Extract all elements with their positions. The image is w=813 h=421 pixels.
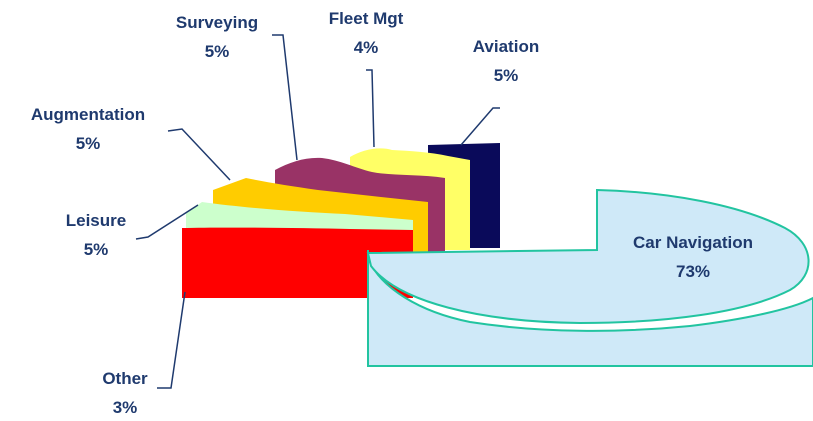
label-fleet-mgt-pct: 4% [354,38,379,57]
leader-line-augmentation [167,128,231,181]
leader-line-aviation [460,107,500,146]
label-car-navigation-pct: 73% [676,262,710,281]
slice-car-navigation-top [366,188,810,325]
label-other-name: Other [102,369,148,388]
label-augmentation-name: Augmentation [31,105,145,124]
leader-line-leisure [135,204,199,240]
label-augmentation-pct: 5% [76,134,101,153]
leader-line-fleet-mgt [366,69,375,148]
label-surveying-pct: 5% [205,42,230,61]
label-other-pct: 3% [113,398,138,417]
label-aviation-name: Aviation [473,37,539,56]
label-surveying-name: Surveying [176,13,258,32]
label-fleet-mgt-name: Fleet Mgt [329,9,404,28]
label-car-navigation-name: Car Navigation [633,233,753,252]
slice-car-navigation-side [367,250,813,367]
label-leisure-name: Leisure [66,211,126,230]
leader-line-other [157,291,186,389]
leader-lines [135,34,500,389]
slice-other [182,227,413,298]
leader-line-surveying [272,34,298,161]
label-leisure-pct: 5% [84,240,109,259]
slice-labels: Surveying 5% Fleet Mgt 4% Aviation 5% Au… [31,9,753,417]
label-aviation-pct: 5% [494,66,519,85]
